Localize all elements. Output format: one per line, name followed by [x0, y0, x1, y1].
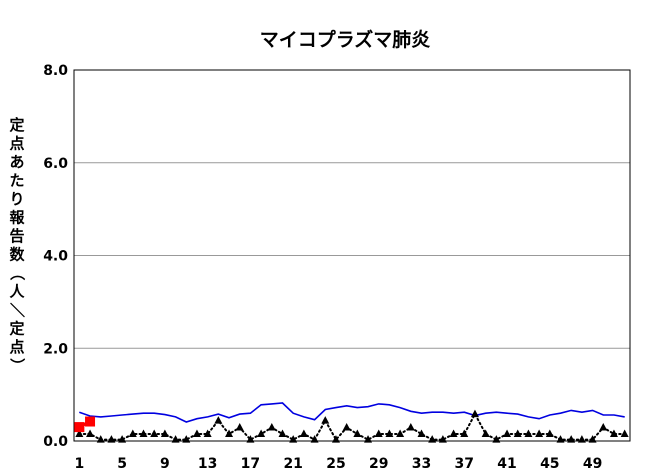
data-point: [96, 435, 105, 443]
y-axis-label-char: 報: [9, 209, 25, 227]
data-point: [257, 429, 266, 438]
x-tick-label: 17: [241, 456, 260, 468]
x-tick-label: 49: [583, 456, 602, 468]
series-line: [79, 402, 625, 423]
series: [74, 402, 629, 443]
data-point: [385, 429, 394, 438]
data-point: [438, 435, 447, 443]
data-point: [342, 423, 351, 431]
data-point: [609, 429, 618, 438]
data-point: [556, 435, 565, 443]
gridlines: [74, 162, 630, 349]
y-axis-label-char: 定: [9, 320, 24, 338]
x-tick-label: 13: [198, 456, 217, 468]
data-point: [86, 429, 95, 438]
data-point: [310, 435, 319, 443]
data-point: [620, 429, 629, 438]
x-tick-label: 1: [74, 456, 84, 468]
data-point: [567, 435, 576, 443]
data-point: [449, 429, 458, 438]
data-point: [406, 423, 415, 431]
data-point: [321, 416, 330, 424]
data-point: [74, 422, 85, 433]
data-point: [182, 435, 191, 443]
data-point: [470, 409, 479, 418]
x-tick-label: 37: [455, 456, 474, 468]
y-axis-label-char: あ: [9, 153, 24, 171]
y-axis-label-char: 点: [9, 338, 24, 356]
data-point: [107, 435, 116, 443]
data-point: [364, 435, 373, 443]
data-point: [235, 423, 244, 431]
data-point: [299, 429, 308, 438]
data-point: [460, 429, 469, 438]
y-axis-label-char: た: [9, 172, 24, 190]
data-point: [203, 429, 212, 438]
y-tick-label: 6.0: [43, 156, 68, 172]
data-point: [588, 435, 597, 443]
data-point: [545, 429, 554, 438]
x-tick-label: 9: [160, 456, 170, 468]
data-point: [396, 429, 405, 438]
y-tick-label: 4.0: [43, 249, 68, 265]
y-axis-label-char: （: [8, 265, 26, 280]
data-point: [171, 435, 180, 443]
data-point: [599, 423, 608, 431]
series-line: [78, 411, 626, 442]
x-tick-label: 45: [540, 456, 559, 468]
y-axis-label-char: り: [9, 190, 24, 208]
y-axis-label-char: ）: [8, 358, 26, 373]
data-point: [118, 435, 127, 443]
data-point: [139, 429, 148, 438]
x-tick-label: 5: [117, 456, 127, 468]
data-point: [267, 423, 276, 431]
data-point: [246, 435, 255, 443]
data-point: [214, 416, 223, 424]
data-point: [225, 429, 234, 438]
data-point: [428, 435, 437, 443]
x-tick-label: 25: [326, 456, 345, 468]
x-tick-label: 29: [369, 456, 388, 468]
data-point: [150, 429, 159, 438]
data-point: [85, 416, 96, 427]
data-point: [75, 429, 84, 438]
data-point: [128, 429, 137, 438]
data-point: [417, 429, 426, 438]
y-axis-label-char: 人: [9, 283, 25, 301]
chart-title: マイコプラズマ肺炎: [260, 28, 431, 51]
x-tick-label: 41: [497, 456, 516, 468]
data-point: [192, 429, 201, 438]
data-point: [513, 429, 522, 438]
plot-area: [73, 69, 631, 442]
y-tick-label: 2.0: [43, 341, 68, 357]
data-point: [577, 435, 586, 443]
data-point: [492, 435, 501, 443]
y-axis-label-char: 定: [9, 116, 24, 134]
data-point: [353, 429, 362, 438]
data-point: [535, 429, 544, 438]
x-tick-label: 21: [283, 456, 302, 468]
data-point: [374, 429, 383, 438]
data-point: [503, 429, 512, 438]
x-axis-ticks: 1 5 9 13 17 21 25 29 33 37 41 45 49: [74, 456, 602, 468]
y-axis-label-char: 数: [9, 246, 25, 264]
data-point: [481, 429, 490, 438]
y-tick-label: 8.0: [43, 63, 68, 79]
data-point: [524, 429, 533, 438]
data-point: [331, 435, 340, 443]
y-axis-ticks: 0.0 2.0 4.0 6.0 8.0: [43, 63, 68, 450]
x-tick-label: 33: [412, 456, 431, 468]
y-axis-label-char: 告: [9, 227, 24, 245]
y-tick-label: 0.0: [43, 434, 68, 450]
y-axis-label-char: ／: [8, 302, 26, 317]
y-axis-label-char: 点: [9, 135, 24, 153]
data-point: [160, 429, 169, 438]
data-point: [278, 429, 287, 438]
data-point: [289, 435, 298, 443]
